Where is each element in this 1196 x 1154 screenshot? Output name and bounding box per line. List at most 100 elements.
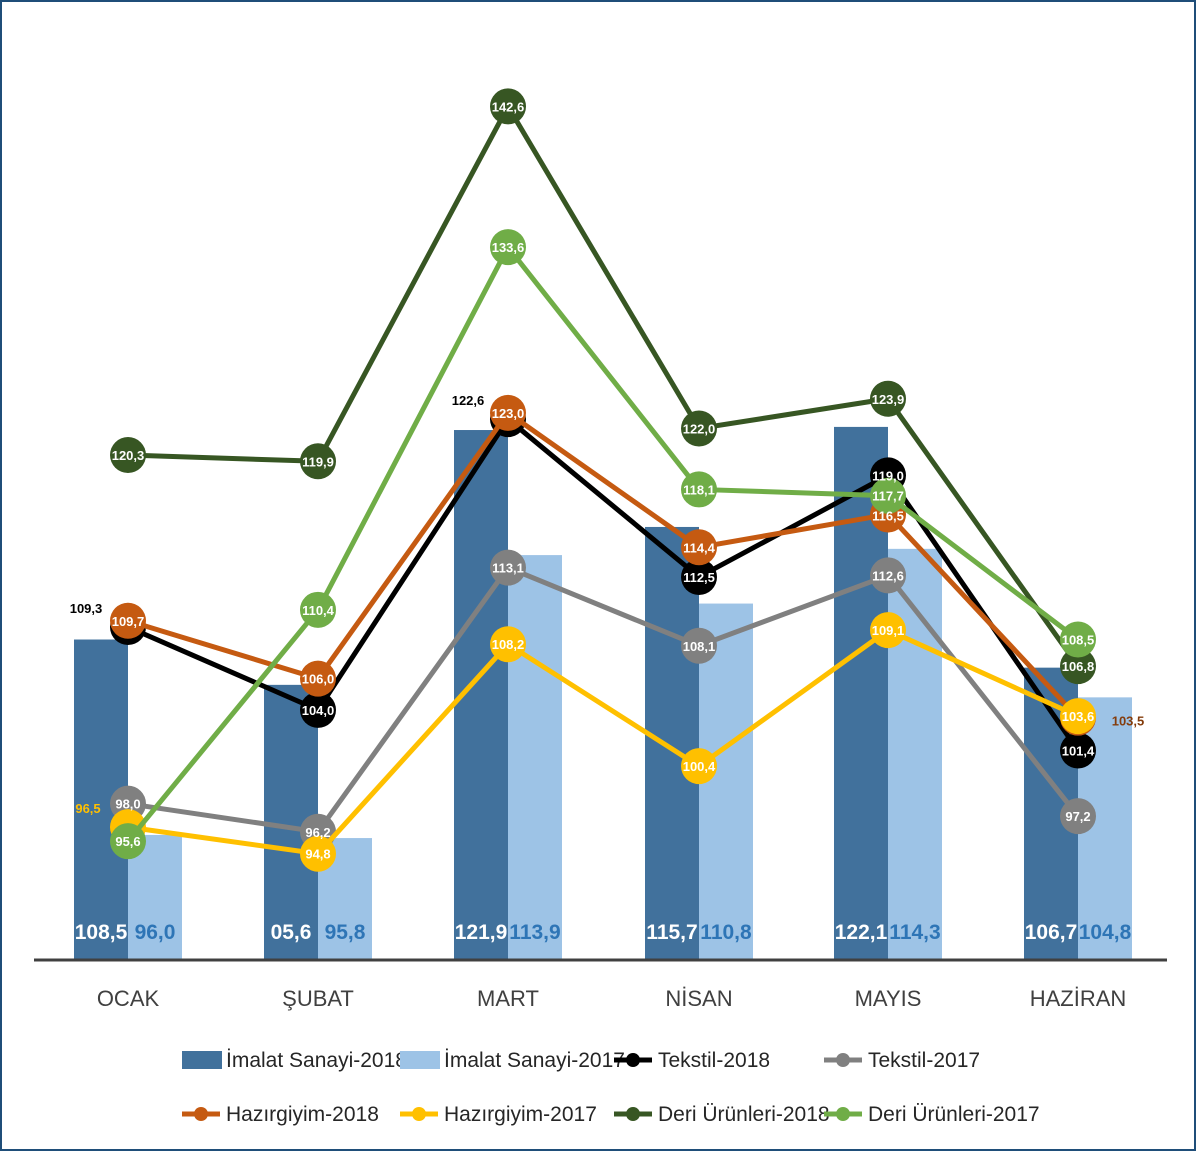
bar-value-label-i-malat-sanayi-2018-3: 121,9: [455, 921, 508, 944]
marker-deri-urunleri-2018-4: [681, 410, 717, 447]
point-label-hazirgiyim-2018-6: 103,5: [1112, 714, 1145, 729]
marker-deri-urunleri-2017-1: [110, 823, 146, 860]
marker-deri-urunleri-2018-6: [1060, 648, 1096, 685]
point-label-hazirgiyim-2017-3: 108,2: [492, 637, 525, 652]
marker-hazirgiyim-2017-5: [870, 612, 906, 649]
marker-tekstil-2018-2: [300, 691, 336, 728]
point-label-hazirgiyim-2017-2: 94,8: [305, 847, 330, 862]
marker-deri-urunleri-2018-1: [110, 437, 146, 474]
legend-marker-tekstil-2018: [626, 1053, 640, 1067]
point-label-tekstil-2018-4: 112,5: [683, 570, 715, 585]
point-label-deri-urunleri-2018-3: 142,6: [492, 99, 525, 114]
bar-i-malat-sanayi-2017-4: [699, 603, 753, 960]
point-label-deri-urunleri-2017-4: 118,1: [683, 482, 715, 497]
marker-deri-urunleri-2017-2: [300, 591, 336, 628]
point-label-tekstil-2018-2: 104,0: [302, 703, 335, 718]
marker-tekstil-2017-5: [870, 557, 906, 594]
point-label-tekstil-2018-5: 119,0: [872, 468, 904, 483]
bar-i-malat-sanayi-2018-4: [645, 526, 699, 960]
legend-marker-hazirgiyim-2017: [412, 1107, 426, 1121]
bar-value-label-i-malat-sanayi-2018-6: 106,7: [1025, 921, 1078, 944]
marker-hazirgiyim-2017-3: [490, 626, 526, 663]
category-label-hazi-ran: HAZİRAN: [1030, 986, 1127, 1011]
marker-hazirgiyim-2018-1: [110, 602, 146, 639]
point-label-hazirgiyim-2018-1: 109,7: [112, 614, 145, 629]
bar-label-layer: 108,5 05,6 121,9 115,7 122,1 106,7 96,0 95,8 113…: [75, 921, 1132, 944]
point-label-hazirgiyim-2018-4: 114,4: [683, 540, 716, 555]
bar-value-label-i-malat-sanayi-2017-1: 96,0: [135, 921, 176, 944]
line-layer: [110, 88, 1096, 872]
bar-value-label-i-malat-sanayi-2017-6: 104,8: [1079, 921, 1132, 944]
bar-value-label-i-malat-sanayi-2018-1: 108,5: [75, 921, 128, 944]
bar-value-label-i-malat-sanayi-2018-4: 115,7: [646, 921, 697, 944]
category-label-subat: ŞUBAT: [282, 986, 354, 1011]
marker-deri-urunleri-2017-5: [870, 477, 906, 514]
point-label-deri-urunleri-2017-1: 95,6: [115, 834, 140, 849]
category-label-ocak: OCAK: [97, 986, 160, 1011]
category-label-mayis: MAYIS: [855, 986, 922, 1011]
legend-marker-hazirgiyim-2018: [194, 1107, 208, 1121]
marker-deri-urunleri-2017-3: [490, 229, 526, 266]
legend: İmalat Sanayi-2018 İmalat Sanayi-2017 Teks…: [182, 1049, 1040, 1126]
marker-tekstil-2018-6: [1060, 732, 1096, 769]
line-hazirgiyim-2018: [127, 410, 1080, 720]
point-label-deri-urunleri-2017-5: 117,7: [872, 489, 904, 504]
point-label-hazirgiyim-2018-3: 123,0: [492, 406, 525, 421]
marker-tekstil-2017-6: [1060, 798, 1096, 835]
legend-marker-deri-urunleri-2017: [836, 1107, 850, 1121]
bar-value-label-i-malat-sanayi-2017-3: 113,9: [509, 921, 560, 944]
bar-value-label-i-malat-sanayi-2018-2: 05,6: [271, 921, 312, 944]
legend-label-i-malat-sanayi-2017: İmalat Sanayi-2017: [444, 1049, 625, 1072]
point-label-deri-urunleri-2018-4: 122,0: [683, 421, 716, 436]
category-label-mart: MART: [477, 986, 539, 1011]
line-deri-urunleri-2017: [126, 244, 1080, 843]
bar-value-label-i-malat-sanayi-2017-4: 110,8: [700, 921, 752, 944]
point-label-hazirgiyim-2018-5: 116,5: [872, 508, 904, 523]
line-tekstil-2017: [127, 565, 1080, 835]
marker-tekstil-2017-4: [681, 627, 717, 664]
point-label-hazirgiyim-2017-5: 109,1: [872, 623, 905, 638]
marker-hazirgiyim-2017-6: [1060, 698, 1096, 735]
legend-swatch-i-malat-sanayi-2017: [400, 1051, 440, 1069]
point-label-hazirgiyim-2017-6: 103,6: [1062, 709, 1095, 724]
legend-label-tekstil-2018: Tekstil-2018: [658, 1049, 770, 1072]
point-label-tekstil-2018-6: 101,4: [1062, 744, 1095, 759]
bar-i-malat-sanayi-2017-3: [508, 555, 562, 960]
point-label-hazirgiyim-2017-4: 100,4: [683, 759, 716, 774]
marker-hazirgiyim-2018-2: [300, 660, 336, 697]
point-label-deri-urunleri-2017-3: 133,6: [492, 240, 525, 255]
point-label-tekstil-2017-1: 98,0: [115, 797, 140, 812]
point-label-deri-urunleri-2018-6: 106,8: [1062, 659, 1095, 674]
point-label-deri-urunleri-2018-1: 120,3: [112, 448, 145, 463]
legend-label-hazirgiyim-2018: Hazırgiyim-2018: [226, 1103, 379, 1126]
point-label-layer: 109,3 104,0 122,6 112,5 119,0 101,4 98,0 96,2 11…: [70, 99, 1145, 861]
legend-marker-tekstil-2017: [836, 1053, 850, 1067]
marker-hazirgiyim-2017-4: [681, 748, 717, 785]
point-label-tekstil-2018-3: 122,6: [452, 393, 485, 408]
marker-deri-urunleri-2017-4: [681, 471, 717, 508]
legend-swatch-i-malat-sanayi-2018: [182, 1051, 222, 1069]
point-label-tekstil-2017-6: 97,2: [1065, 809, 1090, 824]
point-label-deri-urunleri-2018-2: 119,9: [302, 454, 334, 469]
point-label-deri-urunleri-2017-6: 108,5: [1062, 633, 1095, 648]
point-label-tekstil-2018-1: 109,3: [70, 601, 103, 616]
marker-deri-urunleri-2018-3: [490, 88, 526, 125]
legend-marker-deri-urunleri-2018: [626, 1107, 640, 1121]
marker-deri-urunleri-2017-6: [1060, 621, 1096, 658]
marker-deri-urunleri-2018-5: [870, 380, 906, 417]
point-label-deri-urunleri-2017-2: 110,4: [302, 603, 335, 618]
legend-label-deri-urunleri-2017: Deri Ürünleri-2017: [868, 1103, 1040, 1126]
marker-hazirgiyim-2017-2: [300, 835, 336, 872]
bar-value-label-i-malat-sanayi-2017-5: 114,3: [889, 921, 940, 944]
bar-value-label-i-malat-sanayi-2018-5: 122,1: [835, 921, 888, 944]
bar-value-label-i-malat-sanayi-2017-2: 95,8: [325, 921, 366, 944]
point-label-tekstil-2017-4: 108,1: [683, 639, 716, 654]
point-label-tekstil-2017-2: 96,2: [305, 825, 330, 840]
bar-layer: [74, 426, 1132, 960]
line-deri-urunleri-2018: [127, 103, 1081, 668]
legend-label-i-malat-sanayi-2018: İmalat Sanayi-2018: [226, 1049, 407, 1072]
point-label-hazirgiyim-2018-2: 106,0: [302, 672, 335, 687]
legend-label-hazirgiyim-2017: Hazırgiyim-2017: [444, 1103, 597, 1126]
legend-label-deri-urunleri-2018: Deri Ürünleri-2018: [658, 1103, 830, 1126]
